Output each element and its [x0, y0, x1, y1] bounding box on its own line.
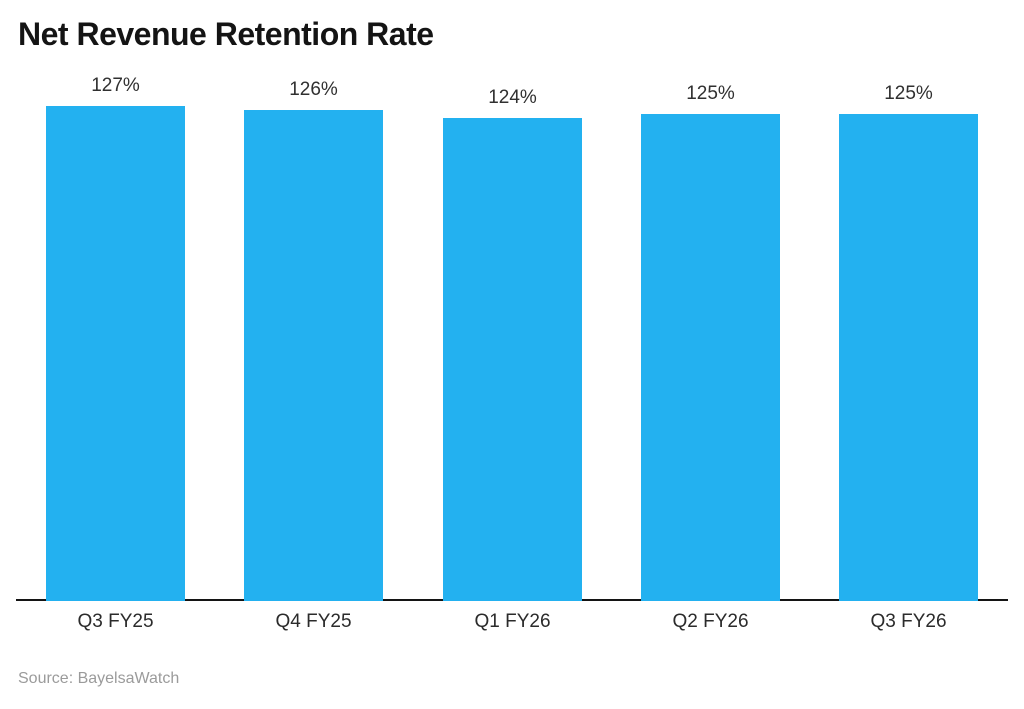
x-axis-label: Q2 FY26 [672, 611, 749, 632]
x-axis-label: Q3 FY25 [77, 611, 154, 632]
bar [46, 106, 185, 601]
x-axis-label: Q1 FY26 [474, 611, 551, 632]
bar-value-label: 124% [488, 87, 537, 108]
x-axis-label: Q3 FY26 [870, 611, 947, 632]
bar-value-label: 125% [686, 83, 735, 104]
x-axis-label: Q4 FY25 [275, 611, 352, 632]
bar [641, 114, 780, 601]
bar [443, 118, 582, 601]
bar-value-label: 126% [289, 79, 338, 100]
bar-value-label: 127% [91, 75, 140, 96]
source-note: Source: BayelsaWatch [18, 670, 180, 687]
bar-value-label: 125% [884, 83, 933, 104]
bar [839, 114, 978, 601]
bar [244, 110, 383, 601]
chart-title: Net Revenue Retention Rate [18, 16, 434, 52]
